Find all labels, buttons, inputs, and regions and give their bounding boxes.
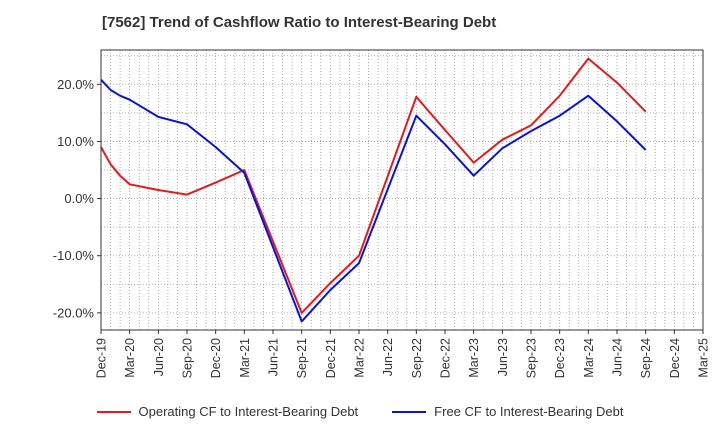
x-tick-label: Dec-21	[324, 338, 338, 378]
legend-label-operating: Operating CF to Interest-Bearing Debt	[138, 404, 359, 419]
y-tick-label: -10.0%	[53, 248, 95, 263]
series-line-free	[100, 79, 647, 323]
x-tick-label: Mar-25	[697, 338, 711, 378]
x-tick-label: Jun-23	[496, 338, 510, 376]
x-tick-label: Sep-21	[295, 338, 309, 378]
grid-layer	[101, 50, 703, 330]
legend: Operating CF to Interest-Bearing Debt Fr…	[0, 404, 720, 419]
legend-swatch-free	[392, 410, 427, 413]
legend-label-free: Free CF to Interest-Bearing Debt	[434, 404, 624, 419]
x-tick-label: Sep-22	[410, 338, 424, 378]
x-tick-label: Mar-21	[238, 338, 252, 378]
x-tick-label: Jun-21	[267, 338, 281, 376]
y-tick-label: 20.0%	[57, 77, 94, 92]
x-tick-label: Sep-23	[525, 338, 539, 378]
x-tick-label: Dec-23	[553, 338, 567, 378]
x-tick-label: Mar-22	[353, 338, 367, 378]
y-tick-label: 10.0%	[57, 134, 94, 149]
chart-title: [7562] Trend of Cashflow Ratio to Intere…	[102, 14, 497, 31]
x-tick-label: Sep-20	[181, 338, 195, 378]
x-tick-label: Mar-23	[467, 338, 481, 378]
x-tick-label: Jun-20	[152, 338, 166, 376]
x-tick-label: Mar-20	[123, 338, 137, 378]
x-tick-label: Dec-19	[95, 338, 109, 378]
y-tick-label: 0.0%	[64, 191, 94, 206]
series-layer	[100, 57, 647, 323]
legend-item-operating: Operating CF to Interest-Bearing Debt	[96, 404, 359, 419]
plot-frame	[100, 49, 704, 331]
x-tick-label: Jun-24	[611, 338, 625, 376]
x-tick-label: Jun-22	[381, 338, 395, 376]
y-tick-label: -20.0%	[53, 305, 95, 320]
x-tick-label: Dec-24	[668, 338, 682, 378]
series-line-operating	[100, 57, 647, 314]
legend-item-free: Free CF to Interest-Bearing Debt	[392, 404, 623, 419]
x-tick-label: Dec-20	[209, 338, 223, 378]
x-tick-label: Dec-22	[439, 338, 453, 378]
legend-swatch-operating	[96, 410, 131, 413]
axis-layer: -20.0% -10.0% 0.0% 10.0% 20.0% Dec-19 Mar-20 Ju…	[53, 49, 711, 378]
x-tick-label: Mar-24	[582, 338, 596, 378]
x-tick-label: Sep-24	[639, 338, 653, 378]
